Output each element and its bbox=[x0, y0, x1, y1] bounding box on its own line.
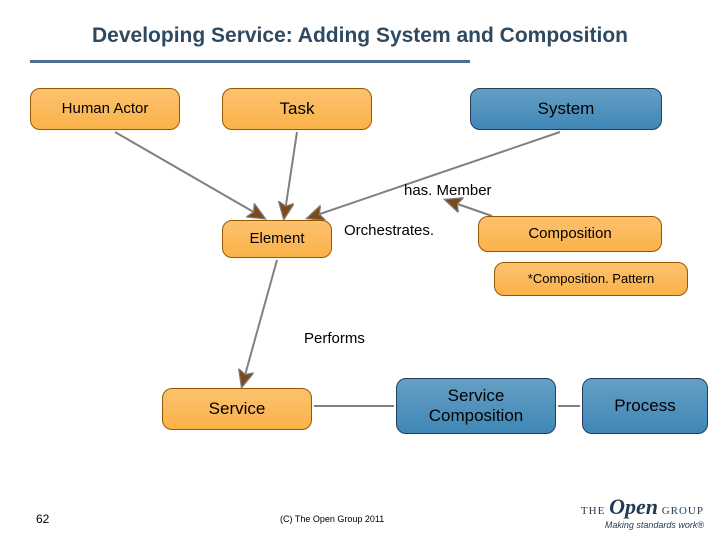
arrow-human-to-element bbox=[115, 132, 264, 218]
box-system: System bbox=[470, 88, 662, 130]
box-service: Service bbox=[162, 388, 312, 430]
box-composition: Composition bbox=[478, 216, 662, 252]
slide-stage: { "slide": { "title": "Developing Servic… bbox=[0, 0, 720, 540]
slide-title: Developing Service: Adding System and Co… bbox=[0, 24, 720, 48]
label-orchestrates: Orchestrates. bbox=[344, 222, 434, 239]
box-task: Task bbox=[222, 88, 372, 130]
arrow-task-to-element bbox=[284, 132, 297, 218]
logo-main: THE Open GROUP bbox=[524, 494, 704, 520]
logo-the: THE bbox=[581, 505, 609, 517]
logo-open: Open bbox=[609, 494, 658, 519]
logo-tagline: Making standards work® bbox=[524, 520, 704, 530]
label-performs: Performs bbox=[304, 330, 365, 347]
title-rule bbox=[30, 60, 470, 63]
page-number: 62 bbox=[36, 512, 49, 526]
arrow-system-to-element bbox=[308, 132, 560, 218]
box-composition-pattern: *Composition. Pattern bbox=[494, 262, 688, 296]
box-process: Process bbox=[582, 378, 708, 434]
box-element: Element bbox=[222, 220, 332, 258]
logo: THE Open GROUP Making standards work® bbox=[524, 494, 704, 530]
arrow-element-to-service bbox=[242, 260, 277, 386]
copyright: (C) The Open Group 2011 bbox=[280, 514, 384, 524]
box-service-composition: Service Composition bbox=[396, 378, 556, 434]
arrow-composition-to-label bbox=[446, 200, 492, 216]
box-human-actor: Human Actor bbox=[30, 88, 180, 130]
label-has-member: has. Member bbox=[404, 182, 492, 199]
logo-group: GROUP bbox=[658, 505, 704, 517]
